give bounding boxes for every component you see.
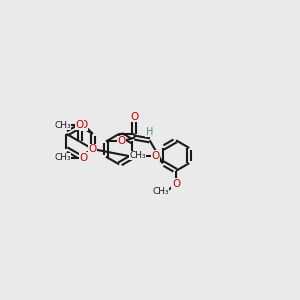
Text: O: O xyxy=(172,179,180,189)
Text: O: O xyxy=(76,119,84,130)
Text: CH₃: CH₃ xyxy=(152,187,169,196)
Text: O: O xyxy=(117,136,125,146)
Text: H: H xyxy=(146,127,153,137)
Text: O: O xyxy=(79,120,87,130)
Text: O: O xyxy=(89,144,97,154)
Text: O: O xyxy=(151,151,159,160)
Text: O: O xyxy=(79,153,87,163)
Text: CH₃: CH₃ xyxy=(54,121,70,130)
Text: O: O xyxy=(130,112,139,122)
Text: CH₃: CH₃ xyxy=(54,153,70,162)
Text: CH₃: CH₃ xyxy=(129,151,146,160)
